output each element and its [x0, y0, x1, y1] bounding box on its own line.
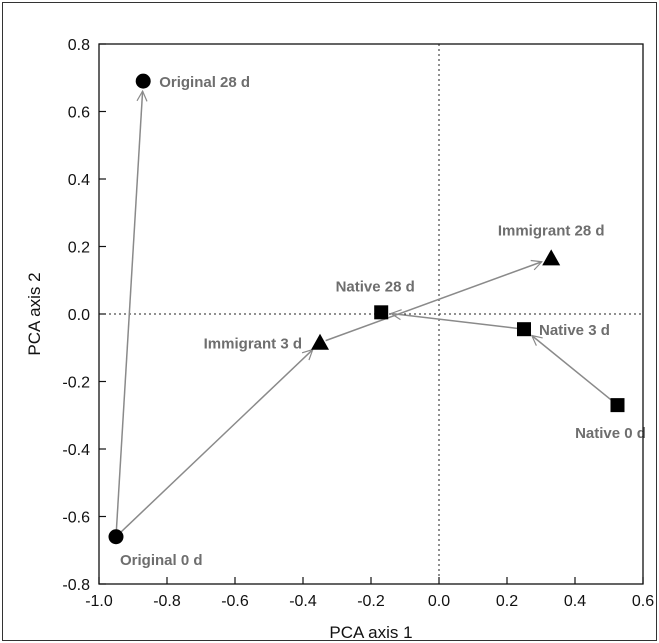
point-labels: Original 0 d Original 28 d Immigrant 3 d Im…: [120, 74, 646, 569]
x-tick-label: -1.0: [85, 593, 113, 610]
immigrant-28-d-label: Immigrant 28 d: [498, 222, 605, 239]
y-tick-label: -0.4: [62, 442, 90, 459]
y-tick-label: 0.6: [68, 105, 90, 122]
x-tick-label: -0.2: [357, 593, 385, 610]
native-0-d-marker: [610, 398, 625, 413]
y-tick-label: 0.0: [68, 307, 90, 324]
x-axis-ticks: -1.0 -0.8 -0.6 -0.4 -0.2 0.0 0.2 0.4 0.6: [85, 577, 654, 610]
x-tick-label: -0.4: [289, 593, 317, 610]
reference-lines: [99, 44, 643, 584]
y-axis-title: PCA axis 2: [25, 272, 44, 355]
native-3-d-marker: [517, 322, 531, 337]
trajectory-arrow: [115, 91, 142, 531]
x-tick-label: 0.6: [632, 593, 654, 610]
y-tick-label: 0.4: [68, 172, 90, 189]
trajectory-arrow: [119, 350, 312, 534]
y-tick-label: 0.2: [68, 240, 90, 257]
arrows: [115, 91, 614, 534]
y-tick-label: -0.6: [62, 510, 90, 527]
trajectory-arrow: [391, 313, 519, 330]
x-tick-label: 0.2: [496, 593, 518, 610]
original-28-d-label: Original 28 d: [159, 74, 250, 91]
original-28-d-marker: [135, 73, 151, 89]
trajectory-arrow: [325, 262, 542, 342]
immigrant-3-d-label: Immigrant 3 d: [204, 336, 302, 353]
immigrant-3-d-marker: [311, 333, 329, 350]
immigrant-28-d-marker: [542, 249, 561, 266]
trajectory-arrow: [532, 335, 614, 402]
x-tick-label: 0.0: [428, 593, 450, 610]
native-3-d-label: Native 3 d: [539, 322, 610, 339]
x-tick-label: 0.4: [564, 593, 586, 610]
y-tick-label: -0.8: [62, 577, 90, 594]
y-axis-ticks: -0.8 -0.6 -0.4 -0.2 0.0 0.2 0.4 0.6 0.8: [62, 37, 106, 594]
y-tick-label: 0.8: [68, 37, 90, 54]
native-28-d-label: Native 28 d: [336, 278, 415, 295]
y-tick-label: -0.2: [62, 375, 90, 392]
x-axis-title: PCA axis 1: [329, 623, 412, 642]
original-0-d-marker: [108, 529, 124, 545]
native-28-d-marker: [374, 305, 389, 320]
native-0-d-label: Native 0 d: [575, 425, 646, 442]
x-tick-label: -0.8: [153, 593, 181, 610]
data-points: [108, 73, 625, 545]
x-tick-label: -0.6: [221, 593, 249, 610]
original-0-d-label: Original 0 d: [120, 552, 203, 569]
